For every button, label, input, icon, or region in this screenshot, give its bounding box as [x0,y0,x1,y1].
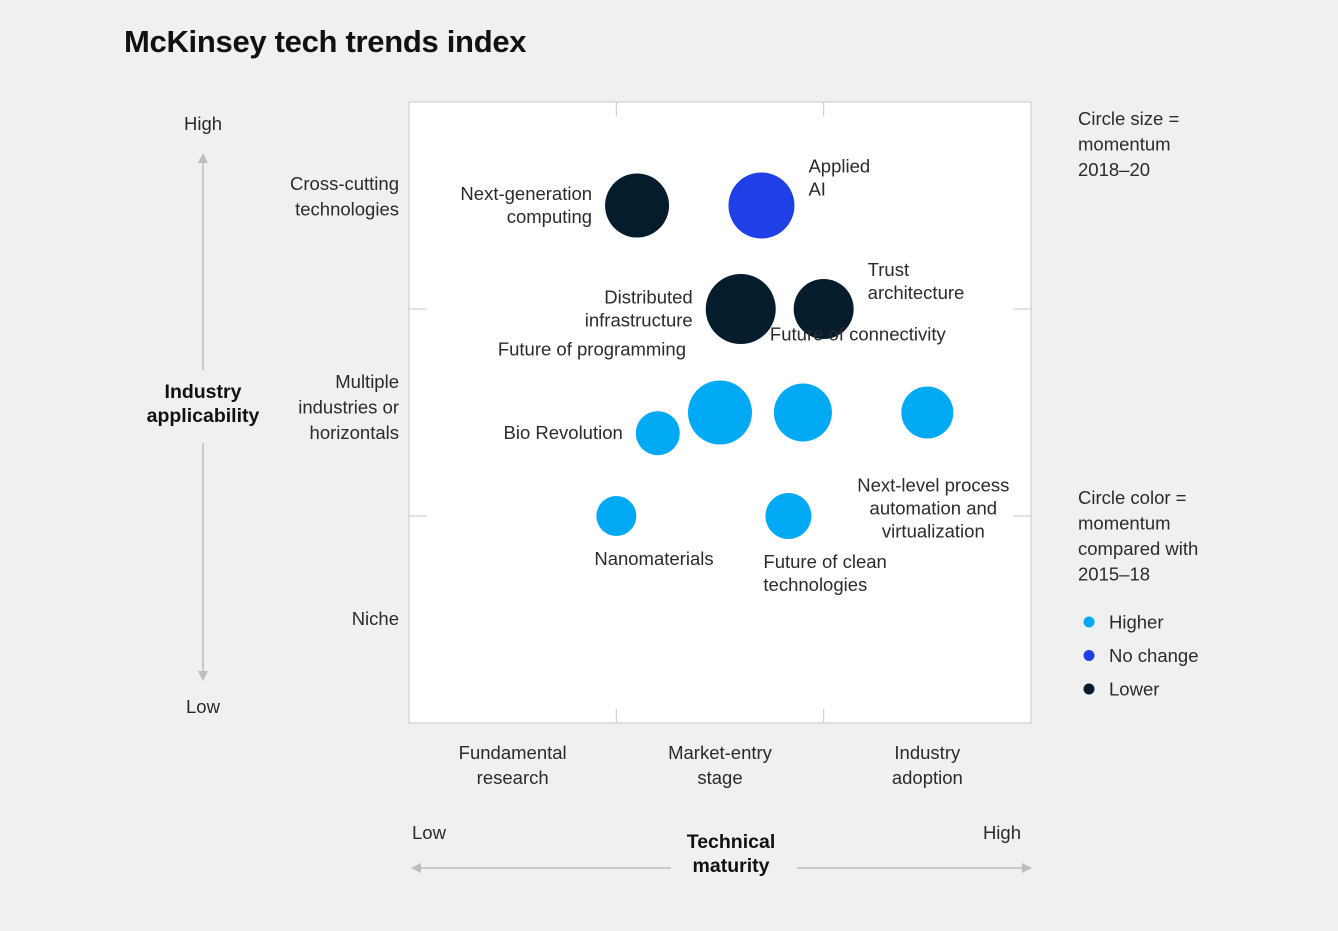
y-axis-low-label: Low [186,696,221,717]
data-point [596,496,637,536]
data-point [728,172,795,239]
data-label: Applied AI [808,156,870,200]
x-axis-high-label: High [983,822,1021,843]
chart-title: McKinsey tech trends index [124,24,527,59]
legend-label: No change [1109,645,1198,666]
data-point [688,380,752,445]
data-point [901,386,954,439]
data-label: Next-generation computing [460,183,592,227]
data-label: Distributed infrastructure [585,287,693,331]
legend-label: Lower [1109,679,1159,700]
data-label: Future of programming [498,339,686,360]
x-category-label: Fundamental research [459,742,567,788]
data-label: Next-level process automation and virtuali… [857,475,1009,542]
x-category-label: Market-entry stage [668,742,773,788]
data-label: Future of clean technologies [763,551,886,595]
y-category-label: Niche [352,608,399,629]
x-axis-title: Technical maturity [687,831,776,877]
y-axis-title: Industry applicability [147,381,260,427]
data-label: Bio Revolution [504,422,623,443]
legend-size-note: Circle size = momentum 2018–20 [1078,108,1179,180]
legend-swatch [1083,683,1095,695]
data-point [605,173,670,238]
data-point [635,411,680,456]
y-axis-arrow-top [198,153,208,163]
data-point [705,274,776,344]
legend-label: Higher [1109,612,1164,633]
legend-swatch [1083,650,1095,661]
y-category-label: Cross-cutting technologies [290,173,399,220]
x-axis-arrow-right [1022,863,1032,873]
data-point [765,493,812,539]
legend-color-note: Circle color = momentum compared with 2015–… [1078,487,1198,585]
data-label: Trust architecture [868,259,965,303]
y-axis-arrow-bottom [198,671,208,681]
data-label: Future of connectivity [770,324,947,345]
legend-swatch [1083,616,1095,628]
data-point [793,279,854,339]
y-axis-high-label: High [184,113,222,134]
data-point [773,383,832,442]
x-axis-low-label: Low [412,822,447,843]
x-category-label: Industry adoption [892,742,963,788]
y-category-label: Multiple industries or horizontals [298,371,399,443]
x-axis-arrow-left [411,863,421,873]
data-label: Nanomaterials [594,548,713,569]
